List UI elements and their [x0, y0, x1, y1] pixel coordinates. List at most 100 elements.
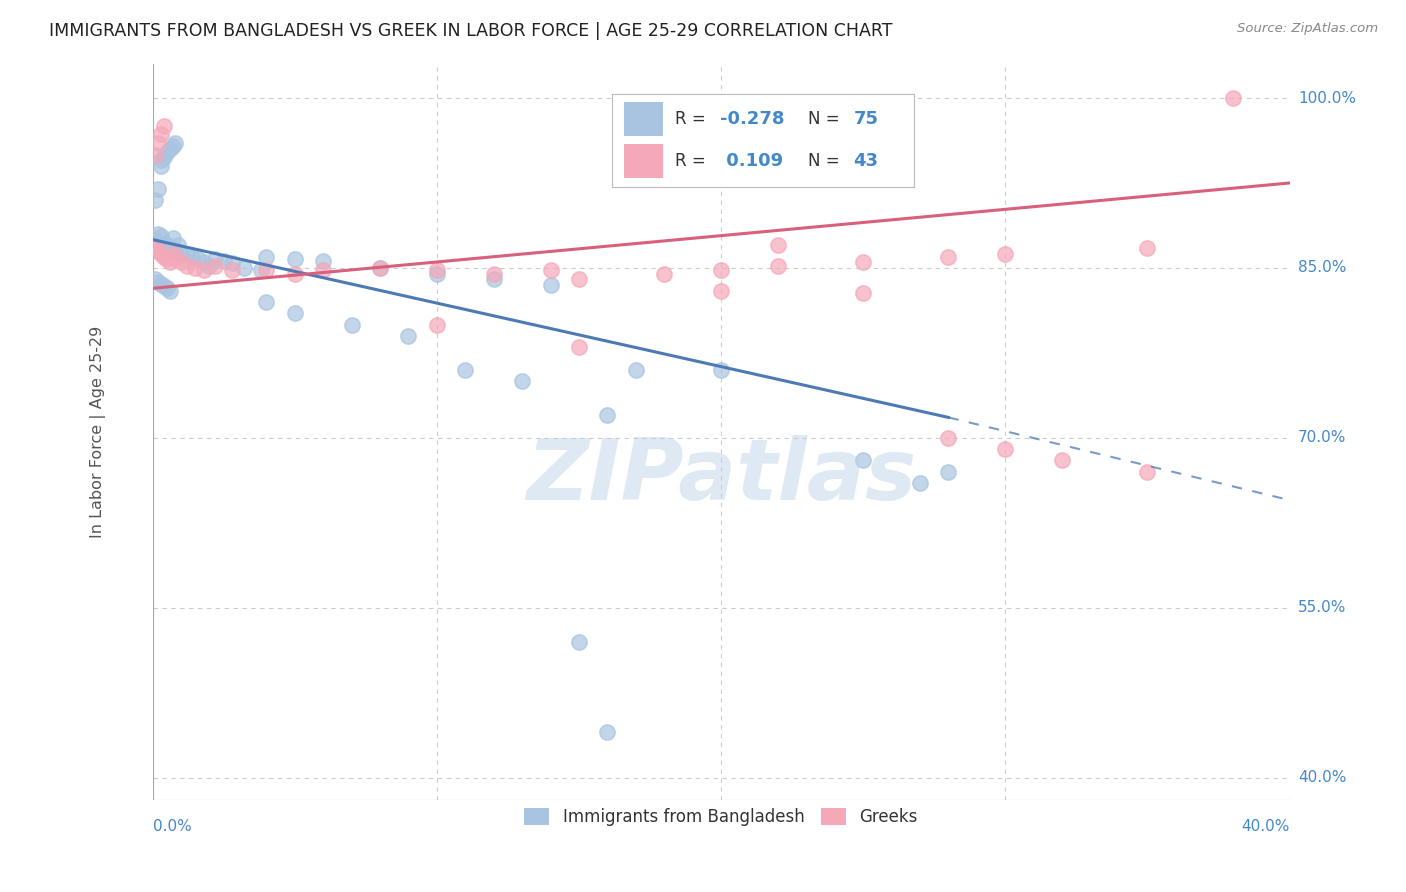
Text: 70.0%: 70.0%: [1298, 430, 1346, 445]
Point: [184, 260, 207, 275]
Point: [938, 250, 960, 264]
Point: [510, 374, 533, 388]
Point: [145, 272, 167, 286]
Point: [162, 231, 184, 245]
Point: [249, 263, 271, 277]
Point: [710, 363, 733, 377]
Point: [312, 263, 335, 277]
Point: [156, 238, 179, 252]
Point: [1136, 465, 1159, 479]
Text: 0.109: 0.109: [720, 153, 783, 170]
Point: [165, 136, 187, 151]
Point: [198, 259, 221, 273]
Point: [153, 235, 176, 250]
Point: [766, 238, 789, 252]
Text: 75: 75: [853, 110, 879, 128]
Point: [150, 247, 173, 261]
Point: [148, 275, 170, 289]
Point: [426, 267, 449, 281]
Text: 55.0%: 55.0%: [1298, 600, 1346, 615]
Text: 40.0%: 40.0%: [1241, 819, 1289, 834]
Point: [187, 252, 209, 266]
Point: [254, 250, 277, 264]
Point: [994, 442, 1017, 457]
Text: 0.0%: 0.0%: [153, 819, 191, 834]
Point: [165, 244, 187, 258]
Text: 100.0%: 100.0%: [1298, 90, 1355, 105]
Point: [150, 277, 173, 291]
Point: [938, 465, 960, 479]
Point: [221, 263, 243, 277]
Point: [312, 254, 335, 268]
Point: [908, 476, 931, 491]
Point: [482, 267, 505, 281]
Point: [596, 408, 619, 422]
Text: 40.0%: 40.0%: [1298, 770, 1346, 785]
Point: [153, 120, 176, 134]
Point: [204, 259, 226, 273]
Text: -0.278: -0.278: [720, 110, 785, 128]
Point: [852, 453, 875, 467]
Point: [153, 150, 176, 164]
Point: [150, 159, 173, 173]
Text: Source: ZipAtlas.com: Source: ZipAtlas.com: [1237, 22, 1378, 36]
Point: [368, 260, 391, 275]
Point: [852, 285, 875, 300]
Point: [284, 267, 307, 281]
Point: [156, 145, 179, 160]
Bar: [624, 102, 664, 136]
Text: IMMIGRANTS FROM BANGLADESH VS GREEK IN LABOR FORCE | AGE 25-29 CORRELATION CHART: IMMIGRANTS FROM BANGLADESH VS GREEK IN L…: [49, 22, 893, 40]
Point: [148, 244, 170, 258]
Point: [145, 233, 167, 247]
Point: [994, 247, 1017, 261]
Point: [193, 263, 215, 277]
Point: [232, 260, 254, 275]
Text: N =: N =: [808, 153, 845, 170]
Point: [181, 250, 204, 264]
Text: R =: R =: [675, 153, 711, 170]
Point: [212, 254, 235, 268]
Point: [150, 128, 173, 142]
Point: [596, 725, 619, 739]
Text: In Labor Force | Age 25-29: In Labor Force | Age 25-29: [90, 326, 105, 538]
Point: [165, 252, 187, 266]
Point: [426, 318, 449, 332]
Point: [1136, 241, 1159, 255]
Text: R =: R =: [675, 110, 711, 128]
Point: [766, 259, 789, 273]
Point: [176, 247, 198, 261]
Point: [938, 431, 960, 445]
Point: [167, 238, 190, 252]
Point: [193, 255, 215, 269]
Point: [153, 279, 176, 293]
Point: [145, 193, 167, 207]
Point: [148, 227, 170, 241]
Point: [254, 263, 277, 277]
Point: [284, 252, 307, 266]
Point: [1050, 453, 1073, 467]
Point: [176, 259, 198, 273]
Point: [170, 255, 193, 269]
Point: [153, 250, 176, 264]
Legend: Immigrants from Bangladesh, Greeks: Immigrants from Bangladesh, Greeks: [517, 801, 925, 832]
Point: [162, 247, 184, 261]
Text: 85.0%: 85.0%: [1298, 260, 1346, 276]
Point: [145, 147, 167, 161]
Point: [148, 136, 170, 151]
Point: [568, 340, 591, 354]
Point: [150, 153, 173, 168]
Point: [540, 263, 562, 277]
Bar: [624, 145, 664, 178]
Point: [159, 284, 181, 298]
Point: [148, 181, 170, 195]
Point: [162, 138, 184, 153]
Point: [852, 255, 875, 269]
Point: [254, 294, 277, 309]
Point: [156, 281, 179, 295]
Point: [221, 256, 243, 270]
Text: 43: 43: [853, 153, 879, 170]
Point: [156, 252, 179, 266]
Point: [145, 241, 167, 255]
Point: [159, 241, 181, 255]
Point: [426, 263, 449, 277]
